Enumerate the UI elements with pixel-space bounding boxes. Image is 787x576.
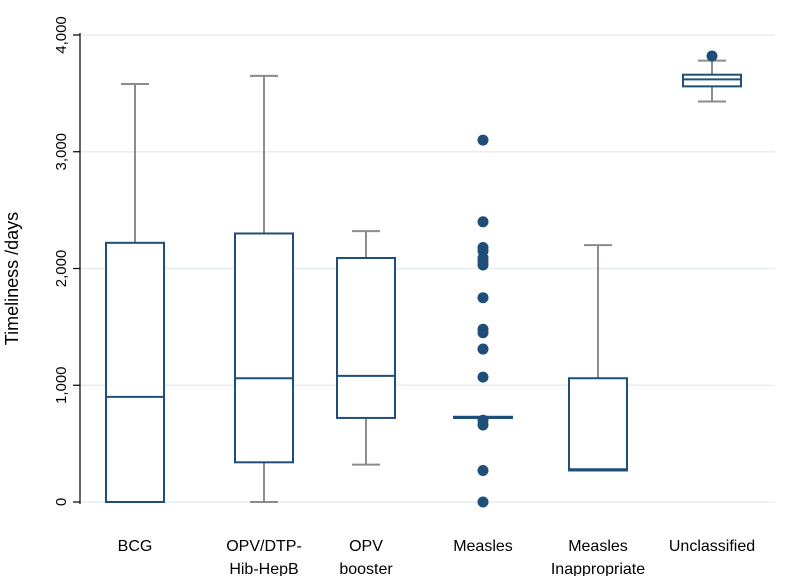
category-label: BCG (118, 538, 153, 555)
outlier-point (477, 323, 489, 335)
category-label-line: Unclassified (669, 538, 755, 555)
box-group (234, 74, 294, 503)
category-label-line: BCG (118, 538, 153, 555)
box-group (568, 244, 628, 472)
category-label: Measles Inappropriate (551, 538, 645, 576)
category-label-line: Measles (453, 538, 513, 555)
box (682, 73, 742, 88)
box (105, 241, 165, 503)
y-tick-label: 4,000 (53, 16, 70, 54)
outlier-point (477, 134, 489, 146)
outlier-point (477, 216, 489, 228)
outlier-point (477, 414, 489, 426)
category-label: OPV booster (339, 538, 393, 576)
category-label-line: Inappropriate (551, 561, 645, 576)
box (234, 232, 294, 464)
box (336, 256, 396, 419)
gridlines (80, 34, 775, 503)
category-label-line: Measles (568, 538, 628, 555)
y-tick-label: 0 (53, 498, 70, 506)
outlier-point (477, 464, 489, 476)
category-label: Measles (453, 538, 513, 555)
y-tick-label: 1,000 (53, 366, 70, 404)
category-label: OPV/DTP- Hib-HepB (226, 538, 302, 576)
outlier-point (477, 371, 489, 383)
y-axis: 0 1,000 2,000 3,000 4,000 (53, 16, 81, 506)
outlier-point (477, 241, 489, 253)
box-series (105, 50, 742, 508)
box-group (105, 83, 165, 503)
y-tick-label: 2,000 (53, 250, 70, 288)
category-label-line: OPV/DTP- (226, 538, 302, 555)
outlier-point (706, 50, 718, 62)
outlier-point (477, 292, 489, 304)
outlier-point (477, 343, 489, 355)
category-label-line: booster (339, 561, 393, 576)
category-label: Unclassified (669, 538, 755, 555)
y-tick-label: 3,000 (53, 133, 70, 171)
category-label-line: Hib-HepB (229, 561, 298, 576)
box-group (453, 134, 513, 508)
category-label-line: OPV (349, 538, 383, 555)
box (568, 377, 628, 472)
box-group (682, 50, 742, 103)
y-axis-title: Timeliness /days (2, 212, 22, 345)
outlier-point (477, 496, 489, 508)
box-group (336, 230, 396, 466)
